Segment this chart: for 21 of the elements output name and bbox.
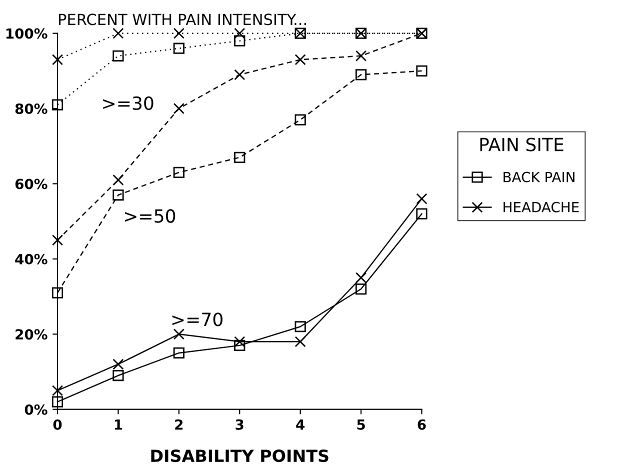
x-tick-label: 0 — [53, 419, 62, 430]
y-tick-label: 100% — [6, 28, 48, 39]
chart-title: PERCENT WITH PAIN INTENSITY... — [59, 14, 306, 26]
annotation: >=70 — [172, 312, 222, 326]
legend-title: PAIN SITE — [480, 138, 564, 152]
x-axis-title: DISABILITY POINTS — [151, 449, 328, 462]
x-tick-label: 5 — [357, 420, 365, 430]
annotation: >=50 — [124, 209, 176, 223]
y-tick-label: 60% — [15, 178, 48, 190]
y-tick-label: 80% — [15, 103, 48, 114]
legend-label: HEADACHE — [504, 202, 579, 212]
x-tick-label: 3 — [236, 419, 244, 430]
annotation: >=30 — [103, 96, 154, 110]
x-tick-label: 6 — [418, 419, 426, 430]
y-tick-label: 0% — [24, 404, 48, 415]
y-tick-label: 20% — [16, 329, 48, 340]
x-tick-label: 1 — [114, 420, 122, 430]
legend-label: BACK PAIN — [504, 172, 574, 182]
x-tick-label: 2 — [175, 419, 183, 430]
y-tick-label: 40% — [15, 254, 48, 264]
x-tick-label: 4 — [296, 420, 305, 430]
